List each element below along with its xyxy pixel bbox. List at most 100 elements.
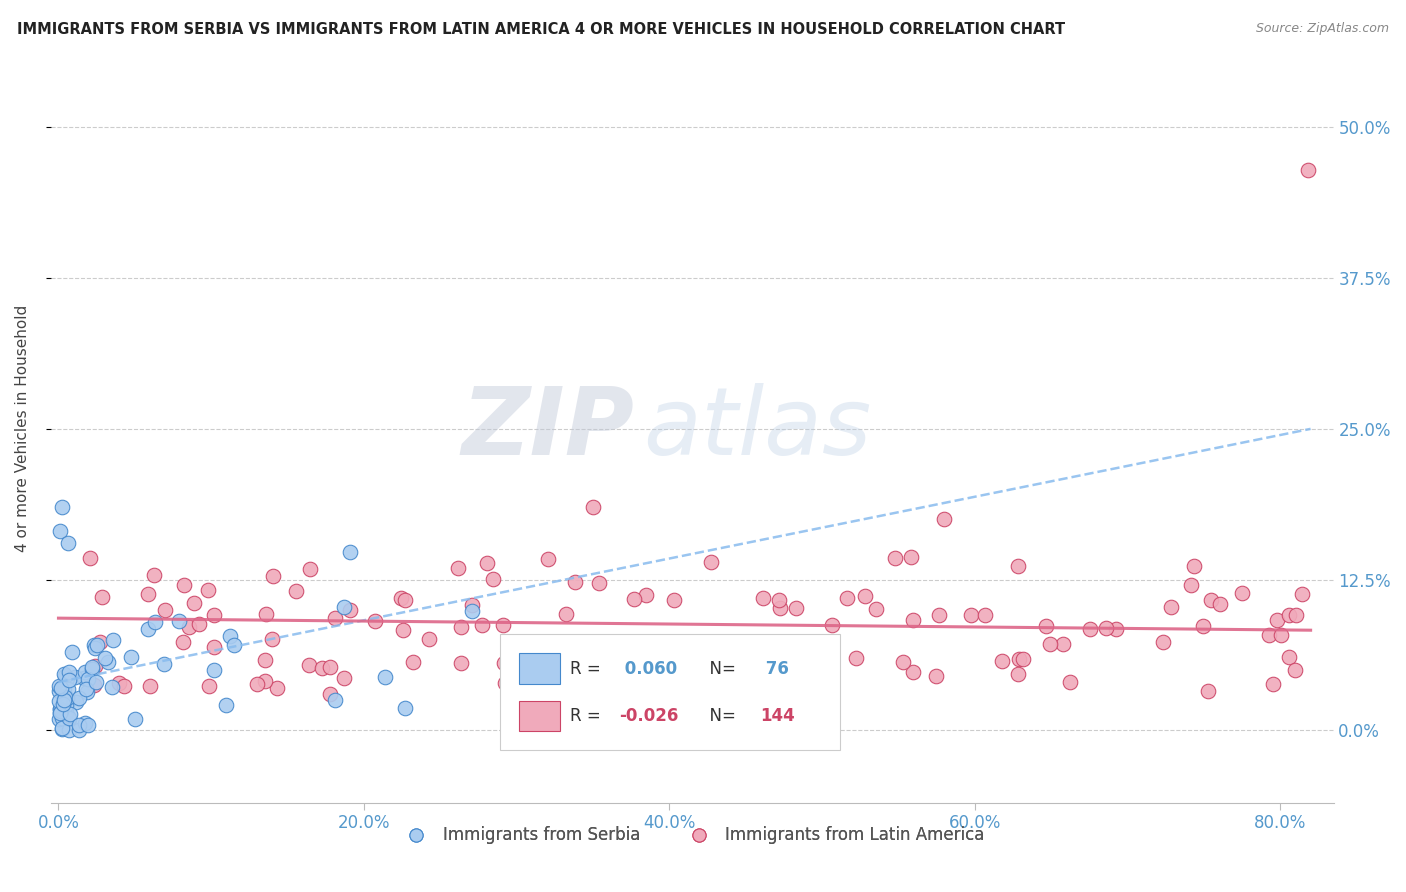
- Point: [783, 669, 806, 683]
- Point: [768, 593, 790, 607]
- Legend: Immigrants from Serbia, Immigrants from Latin America: Immigrants from Serbia, Immigrants from …: [392, 819, 991, 850]
- Point: [53, 669, 76, 683]
- Point: [752, 591, 775, 606]
- Point: [564, 575, 586, 590]
- Point: [1007, 559, 1029, 574]
- Point: [1278, 608, 1301, 623]
- Point: [799, 641, 821, 656]
- Point: [501, 699, 523, 714]
- Point: [450, 657, 472, 671]
- Point: [450, 619, 472, 633]
- Point: [72, 671, 94, 685]
- Point: [75, 665, 97, 680]
- Point: [143, 615, 166, 629]
- Point: [323, 611, 346, 625]
- Point: [49, 702, 72, 716]
- Point: [1012, 652, 1035, 666]
- Point: [51, 721, 73, 735]
- Point: [402, 655, 425, 669]
- Point: [536, 552, 558, 566]
- Point: [59, 706, 82, 721]
- Point: [52, 697, 75, 711]
- Point: [477, 557, 499, 571]
- Point: [1007, 666, 1029, 681]
- Point: [494, 656, 516, 670]
- Point: [607, 657, 630, 671]
- Point: [65, 695, 87, 709]
- Point: [215, 698, 238, 713]
- Point: [837, 591, 859, 605]
- Point: [51, 681, 73, 696]
- Point: [77, 672, 100, 686]
- Point: [48, 683, 70, 698]
- Point: [1278, 650, 1301, 665]
- Point: [48, 694, 70, 708]
- Point: [311, 660, 333, 674]
- Point: [1095, 621, 1118, 635]
- Point: [492, 617, 515, 632]
- Point: [75, 682, 97, 697]
- Point: [266, 681, 288, 695]
- Point: [374, 670, 396, 684]
- Text: 76: 76: [761, 659, 789, 678]
- Point: [928, 608, 950, 623]
- Point: [53, 692, 76, 706]
- Point: [101, 680, 124, 694]
- Point: [136, 587, 159, 601]
- Point: [769, 600, 792, 615]
- Point: [80, 662, 103, 676]
- Point: [56, 690, 79, 705]
- Point: [418, 632, 440, 646]
- Point: [447, 561, 470, 575]
- Point: [83, 678, 105, 692]
- Point: [83, 640, 105, 655]
- Point: [636, 588, 658, 602]
- Point: [616, 657, 638, 672]
- Point: [1296, 162, 1319, 177]
- Point: [845, 651, 868, 665]
- Point: [107, 676, 129, 690]
- Point: [633, 681, 655, 696]
- Point: [58, 723, 80, 737]
- Point: [1035, 619, 1057, 633]
- Point: [394, 700, 416, 714]
- Point: [853, 589, 876, 603]
- Point: [51, 722, 73, 736]
- Point: [124, 712, 146, 726]
- Text: Source: ZipAtlas.com: Source: ZipAtlas.com: [1256, 22, 1389, 36]
- Point: [86, 638, 108, 652]
- Point: [865, 601, 887, 615]
- Point: [800, 679, 823, 693]
- Point: [84, 658, 107, 673]
- Point: [58, 711, 80, 725]
- Point: [67, 718, 90, 732]
- Point: [219, 628, 242, 642]
- Point: [53, 685, 76, 699]
- Point: [94, 651, 117, 665]
- FancyBboxPatch shape: [499, 634, 839, 750]
- Point: [1291, 587, 1313, 601]
- Point: [471, 617, 494, 632]
- Point: [333, 600, 356, 615]
- Point: [389, 591, 412, 605]
- Point: [1258, 627, 1281, 641]
- Point: [960, 608, 983, 623]
- Point: [153, 602, 176, 616]
- Point: [546, 684, 568, 698]
- Point: [974, 607, 997, 622]
- Point: [932, 512, 955, 526]
- Point: [55, 690, 77, 704]
- Point: [461, 603, 484, 617]
- Point: [138, 679, 160, 693]
- Point: [172, 635, 194, 649]
- Text: N=: N=: [699, 707, 741, 725]
- Point: [89, 635, 111, 649]
- Point: [1284, 663, 1306, 677]
- Point: [136, 622, 159, 636]
- Point: [339, 545, 361, 559]
- Point: [503, 712, 526, 726]
- Point: [76, 718, 98, 732]
- Point: [58, 712, 80, 726]
- Point: [323, 692, 346, 706]
- Point: [55, 698, 77, 713]
